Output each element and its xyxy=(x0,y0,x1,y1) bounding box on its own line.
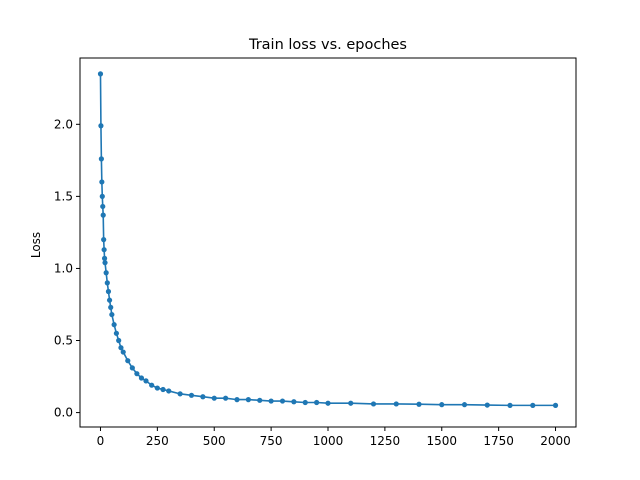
loss-data-point xyxy=(200,394,206,400)
y-tick-label: 2.0 xyxy=(54,117,73,131)
loss-data-point xyxy=(245,397,251,403)
loss-data-point xyxy=(370,401,377,407)
loss-data-point xyxy=(234,397,240,403)
loss-data-point xyxy=(118,345,124,351)
loss-data-point xyxy=(530,402,536,408)
x-tick-label: 250 xyxy=(146,434,169,448)
loss-data-point xyxy=(138,375,145,381)
loss-data-point xyxy=(108,304,114,310)
loss-data-point xyxy=(154,385,160,391)
loss-data-point xyxy=(257,397,263,403)
loss-data-point xyxy=(109,311,115,318)
loss-data-point xyxy=(101,255,108,261)
loss-data-point xyxy=(129,365,135,371)
loss-data-point xyxy=(461,402,468,408)
loss-data-point xyxy=(143,378,149,384)
loss-data-point xyxy=(102,260,108,266)
loss-data-point xyxy=(104,280,110,286)
loss-data-point xyxy=(552,402,559,408)
plot-frame xyxy=(79,57,577,428)
loss-data-point xyxy=(302,399,308,406)
loss-data-point xyxy=(98,123,104,129)
loss-data-point xyxy=(105,288,112,295)
loss-data-point xyxy=(99,179,105,185)
loss-data-point xyxy=(106,297,113,303)
loss-data-point xyxy=(484,402,490,408)
loss-data-point xyxy=(98,156,104,162)
x-tick-label: 1000 xyxy=(313,434,344,448)
y-tick-label: 0.5 xyxy=(54,334,73,348)
loss-data-point xyxy=(393,401,399,407)
loss-data-point xyxy=(116,337,122,344)
x-tick-label: 500 xyxy=(203,434,226,448)
loss-data-point xyxy=(291,399,297,405)
loss-data-point xyxy=(507,402,513,408)
y-tick-label: 1.0 xyxy=(54,261,73,275)
loss-data-point xyxy=(439,402,445,408)
loss-data-point xyxy=(103,270,109,276)
loss-data-point xyxy=(125,358,131,364)
x-tick-label: 0 xyxy=(97,434,105,448)
chart-title: Train loss vs. epoches xyxy=(248,37,407,53)
loss-data-point xyxy=(113,330,120,336)
loss-data-point xyxy=(325,400,331,406)
loss-data-point xyxy=(211,395,217,401)
loss-data-point xyxy=(416,401,422,407)
loss-data-point xyxy=(97,71,104,77)
loss-data-point xyxy=(279,398,286,404)
y-tick-label: 1.5 xyxy=(54,189,73,203)
loss-data-point xyxy=(99,193,105,199)
y-axis-ticks: 0.0 0.5 1.0 1.5 2.0 xyxy=(54,117,80,420)
x-tick-label: 1250 xyxy=(370,434,401,448)
loss-data-point xyxy=(111,322,117,328)
loss-data-point xyxy=(223,395,229,401)
loss-data-point xyxy=(160,386,166,393)
loss-data-point xyxy=(149,382,155,388)
loss-data-point xyxy=(268,398,274,404)
loss-data-point xyxy=(188,392,195,398)
x-tick-label: 1750 xyxy=(483,434,514,448)
loss-data-point xyxy=(100,212,106,218)
y-axis-label: Loss xyxy=(29,232,43,258)
loss-data-point xyxy=(134,371,140,377)
x-tick-label: 750 xyxy=(260,434,283,448)
loss-data-point xyxy=(101,247,107,253)
loss-data-point xyxy=(177,391,183,397)
y-tick-label: 0.0 xyxy=(54,406,73,420)
loss-data-point xyxy=(100,203,106,210)
series-layer xyxy=(97,71,559,408)
x-tick-label: 1500 xyxy=(426,434,457,448)
loss-data-point xyxy=(348,400,354,406)
loss-data-point xyxy=(120,349,126,355)
loss-data-point xyxy=(314,399,320,406)
loss-data-point xyxy=(166,388,172,394)
x-tick-label: 2000 xyxy=(540,434,571,448)
x-axis-ticks: 0 250 500 750 1000 1250 1500 1750 2000 xyxy=(97,427,571,448)
loss-data-point xyxy=(101,237,107,243)
